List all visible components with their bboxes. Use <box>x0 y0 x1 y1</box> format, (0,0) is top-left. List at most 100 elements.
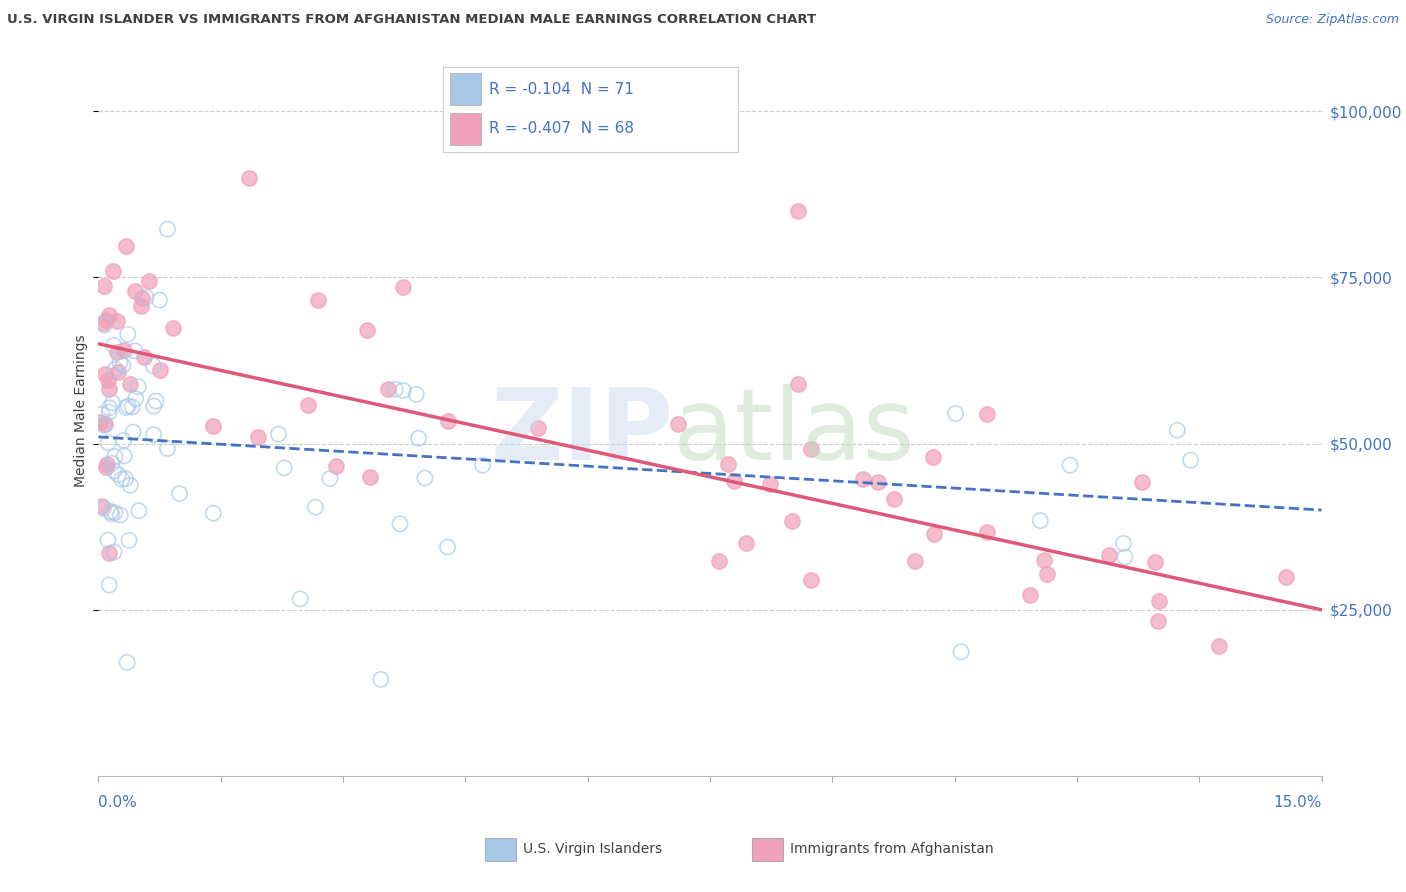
Point <box>104 506 127 520</box>
Point <box>91 316 114 330</box>
Point <box>105 344 128 359</box>
Point <box>101 396 124 410</box>
Point <box>120 478 142 492</box>
Point <box>1208 639 1230 653</box>
Point <box>392 384 415 398</box>
Point <box>787 203 810 218</box>
Point <box>98 308 121 322</box>
Point <box>145 394 167 409</box>
Point <box>121 400 143 414</box>
Point <box>117 327 139 342</box>
Point <box>405 387 427 401</box>
Point <box>118 533 141 548</box>
Text: atlas: atlas <box>673 384 915 481</box>
Point <box>707 554 730 568</box>
Point <box>89 416 111 430</box>
Point <box>1166 423 1188 437</box>
Point <box>138 274 160 288</box>
Point <box>304 500 326 515</box>
Point <box>1059 458 1081 473</box>
Point <box>142 359 165 373</box>
Point <box>97 533 120 548</box>
Point <box>384 382 406 396</box>
Text: R = -0.407  N = 68: R = -0.407 N = 68 <box>489 121 634 136</box>
Point <box>122 425 145 439</box>
Point <box>377 382 399 396</box>
Point <box>131 292 153 306</box>
Point <box>98 382 121 396</box>
Point <box>921 450 943 465</box>
Point <box>98 405 121 419</box>
Text: 15.0%: 15.0% <box>1274 796 1322 810</box>
Point <box>976 524 998 539</box>
Point <box>115 656 138 670</box>
Point <box>149 362 172 376</box>
Point <box>124 343 146 358</box>
Point <box>107 366 129 380</box>
Point <box>101 264 124 278</box>
Point <box>101 456 124 470</box>
Point <box>97 546 120 560</box>
Point <box>1112 536 1135 550</box>
Point <box>156 442 179 456</box>
Point <box>112 449 135 463</box>
Point <box>408 431 430 445</box>
Point <box>112 434 135 448</box>
Point <box>238 170 260 185</box>
Point <box>800 573 823 587</box>
Point <box>91 499 114 513</box>
Point <box>307 293 329 307</box>
Point <box>356 323 378 337</box>
Point <box>93 279 115 293</box>
Point <box>103 464 125 478</box>
Point <box>392 280 415 294</box>
Point <box>98 401 121 415</box>
Point <box>127 380 149 394</box>
Point <box>370 673 392 687</box>
Point <box>128 504 150 518</box>
Point <box>110 508 132 522</box>
Point <box>96 458 118 472</box>
Y-axis label: Median Male Earnings: Median Male Earnings <box>75 334 89 487</box>
Point <box>436 414 458 428</box>
Point <box>134 350 156 364</box>
Point <box>666 417 689 431</box>
Point <box>780 515 803 529</box>
Point <box>852 473 875 487</box>
Point <box>103 545 125 559</box>
Point <box>1114 549 1136 564</box>
Point <box>129 299 152 313</box>
Point <box>904 554 927 568</box>
Point <box>388 516 411 531</box>
Point <box>1033 553 1056 567</box>
Point <box>723 475 745 489</box>
Point <box>111 359 134 373</box>
Point <box>118 377 141 392</box>
Point <box>142 427 165 442</box>
Point <box>142 399 165 413</box>
Point <box>945 407 967 421</box>
Point <box>950 645 973 659</box>
Point <box>202 506 225 520</box>
Point <box>359 469 381 483</box>
Point <box>436 540 458 554</box>
Point <box>114 472 136 486</box>
Point <box>156 222 179 236</box>
Point <box>107 467 129 482</box>
Point <box>104 450 127 464</box>
Point <box>471 458 494 472</box>
Text: U.S. Virgin Islanders: U.S. Virgin Islanders <box>523 842 662 856</box>
Point <box>1029 514 1052 528</box>
Point <box>866 475 889 490</box>
Text: U.S. VIRGIN ISLANDER VS IMMIGRANTS FROM AFGHANISTAN MEDIAN MALE EARNINGS CORRELA: U.S. VIRGIN ISLANDER VS IMMIGRANTS FROM … <box>7 13 815 27</box>
Point <box>115 401 138 415</box>
Text: Immigrants from Afghanistan: Immigrants from Afghanistan <box>790 842 994 856</box>
Point <box>1019 588 1042 602</box>
Point <box>96 460 118 475</box>
Point <box>717 458 740 472</box>
Point <box>1130 475 1153 489</box>
Point <box>104 362 127 376</box>
Point <box>124 392 146 406</box>
Point <box>97 373 120 387</box>
Point <box>787 376 810 391</box>
